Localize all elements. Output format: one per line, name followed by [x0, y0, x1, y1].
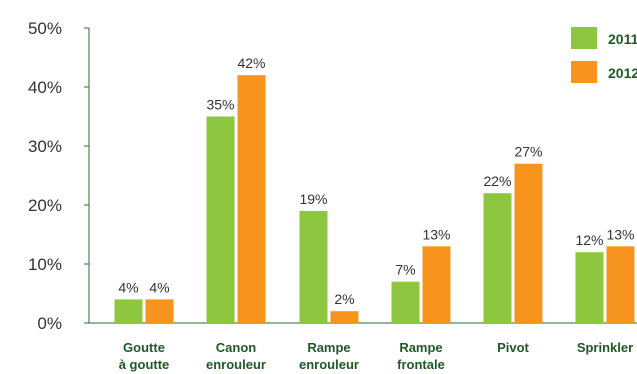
- category-label: Rampe: [399, 340, 442, 355]
- data-label-2012: 4%: [149, 279, 169, 295]
- category-label: Goutte: [123, 340, 165, 355]
- bar-2012: [422, 246, 451, 323]
- category-label: enrouleur: [299, 357, 359, 372]
- bar-2012: [330, 311, 359, 323]
- category-label: à goutte: [119, 357, 170, 372]
- bar-2012: [606, 246, 635, 323]
- data-label-2011: 7%: [395, 262, 415, 278]
- bar-2012: [145, 299, 174, 323]
- data-label-2012: 2%: [334, 291, 354, 307]
- data-label-2012: 13%: [422, 226, 450, 242]
- bar-2012: [237, 75, 266, 323]
- data-label-2011: 19%: [299, 191, 327, 207]
- legend-label-2012: 2012: [608, 65, 637, 81]
- y-tick-label: 50%: [28, 19, 62, 38]
- data-label-2011: 35%: [206, 97, 234, 113]
- data-label-2011: 22%: [483, 173, 511, 189]
- y-tick-label: 0%: [37, 314, 62, 333]
- data-label-2011: 12%: [575, 232, 603, 248]
- y-tick-label: 30%: [28, 137, 62, 156]
- bar-2011: [299, 210, 328, 323]
- y-tick-label: 10%: [28, 255, 62, 274]
- bar-2012: [514, 163, 543, 323]
- category-label: enrouleur: [206, 357, 266, 372]
- data-label-2012: 13%: [606, 226, 634, 242]
- category-label: Pivot: [497, 340, 529, 355]
- data-label-2011: 4%: [118, 279, 138, 295]
- legend-swatch-2012: [571, 61, 597, 83]
- bar-2011: [575, 252, 604, 323]
- category-label: Rampe: [307, 340, 350, 355]
- data-label-2012: 27%: [514, 144, 542, 160]
- category-label: Canon: [216, 340, 257, 355]
- y-tick-label: 40%: [28, 78, 62, 97]
- bar-2011: [483, 193, 512, 323]
- category-label: Sprinkler: [577, 340, 633, 355]
- bar-2011: [114, 299, 143, 323]
- y-tick-label: 20%: [28, 196, 62, 215]
- legend-swatch-2011: [571, 27, 597, 49]
- bar-2011: [206, 116, 235, 323]
- legend-label-2011: 2011: [608, 31, 637, 47]
- bar-2011: [391, 281, 420, 323]
- data-label-2012: 42%: [237, 55, 265, 71]
- category-label: frontale: [397, 357, 445, 372]
